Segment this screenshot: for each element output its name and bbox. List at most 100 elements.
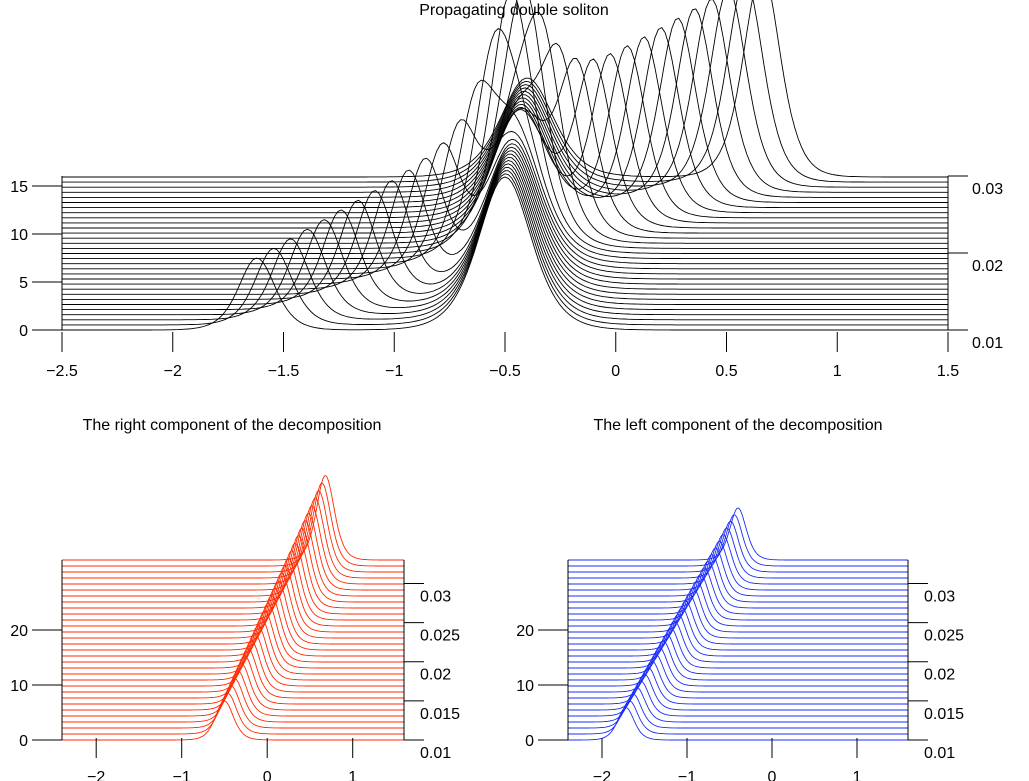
- trace-line: [62, 565, 404, 633]
- trace-line: [62, 474, 404, 561]
- trace-line: [62, 8, 948, 198]
- z-tick-label: 0.015: [420, 706, 460, 723]
- trace-line: [62, 58, 948, 229]
- trace-line: [62, 550, 404, 621]
- trace-line: [568, 554, 908, 603]
- trace-line: [62, 580, 404, 645]
- trace-line: [568, 613, 908, 657]
- trace-line: [568, 680, 908, 717]
- x-tick-label: −1: [385, 363, 403, 380]
- trace-line: [568, 647, 908, 687]
- right-component-title: The right component of the decomposition: [83, 417, 382, 434]
- y-tick-label: 10: [10, 678, 28, 695]
- y-tick-label: 15: [10, 179, 28, 196]
- trace-line: [568, 600, 908, 645]
- trace-line: [62, 633, 404, 687]
- z-tick-label: 0.01: [924, 745, 955, 762]
- trace-line: [62, 557, 404, 627]
- trace-line: [568, 534, 908, 585]
- trace-line: [62, 166, 948, 316]
- z-tick-label: 0.015: [924, 706, 964, 723]
- trace-line: [568, 653, 908, 693]
- trace-line: [62, 693, 404, 735]
- y-tick-label: 10: [10, 227, 28, 244]
- y-tick-label: 0: [525, 733, 534, 750]
- right-component-chart: The right component of the decomposition…: [10, 417, 460, 781]
- trace-line: [62, 53, 948, 224]
- top-axes: 0 5 10 15 −2.5 −2 −1.5 −1 −0.5 0 0.5 1 1.5 0.01 0.02 0.…: [10, 175, 1003, 380]
- trace-line: [568, 640, 908, 681]
- trace-line: [568, 574, 908, 621]
- trace-line: [62, 0, 948, 254]
- trace-line: [62, 595, 404, 657]
- trace-line: [568, 607, 908, 651]
- trace-line: [568, 660, 908, 699]
- trace-line: [62, 156, 948, 300]
- trace-line: [62, 617, 404, 675]
- trace-line: [62, 685, 404, 729]
- trace-line: [568, 687, 908, 723]
- trace-line: [568, 520, 908, 573]
- trace-line: [62, 27, 948, 260]
- trace-line: [62, 497, 404, 579]
- trace-line: [62, 587, 404, 651]
- left-component-chart: The left component of the decomposition …: [516, 417, 964, 781]
- trace-line: [62, 146, 948, 285]
- trace-line: [568, 673, 908, 711]
- x-tick-label: 1: [833, 363, 842, 380]
- trace-line: [62, 0, 948, 249]
- right-component-traces: [62, 474, 404, 741]
- trace-line: [568, 507, 908, 561]
- trace-line: [62, 482, 404, 567]
- trace-line: [62, 0, 948, 178]
- trace-line: [62, 0, 948, 193]
- trace-line: [568, 567, 908, 615]
- trace-line: [62, 505, 404, 585]
- y-tick-label: 5: [19, 275, 28, 292]
- trace-line: [62, 45, 948, 219]
- x-tick-label: 0: [611, 363, 620, 380]
- trace-line: [62, 648, 404, 699]
- trace-line: [568, 620, 908, 663]
- trace-line: [62, 163, 948, 311]
- y-tick-label: 20: [10, 623, 28, 640]
- trace-line: [62, 58, 948, 234]
- z-tick-label: 0.03: [972, 181, 1003, 198]
- trace-line: [568, 594, 908, 639]
- y-tick-label: 20: [516, 623, 534, 640]
- trace-line: [62, 27, 948, 209]
- trace-line: [62, 36, 948, 214]
- trace-line: [62, 170, 948, 321]
- trace-line: [568, 707, 908, 741]
- y-tick-label: 0: [19, 733, 28, 750]
- top-traces: [62, 0, 948, 331]
- trace-line: [568, 667, 908, 705]
- x-tick-label: 1: [348, 769, 357, 781]
- x-tick-label: 0: [263, 769, 272, 781]
- trace-line: [62, 17, 948, 203]
- trace-line: [568, 693, 908, 729]
- x-tick-label: −2: [164, 363, 182, 380]
- trace-line: [62, 572, 404, 639]
- x-tick-label: 0.5: [715, 363, 737, 380]
- z-tick-label: 0.025: [420, 628, 460, 645]
- z-tick-label: 0.02: [924, 667, 955, 684]
- trace-line: [62, 640, 404, 693]
- trace-line: [62, 0, 948, 183]
- trace-line: [568, 587, 908, 633]
- trace-line: [62, 160, 948, 305]
- z-tick-label: 0.02: [420, 667, 451, 684]
- trace-line: [62, 153, 948, 295]
- x-tick-label: −2.5: [46, 363, 78, 380]
- trace-line: [568, 633, 908, 675]
- trace-line: [62, 150, 948, 290]
- trace-line: [62, 42, 948, 239]
- trace-line: [62, 602, 404, 663]
- trace-line: [62, 176, 948, 331]
- y-tick-label: 10: [516, 678, 534, 695]
- trace-line: [568, 547, 908, 597]
- z-tick-label: 0.01: [420, 745, 451, 762]
- trace-line: [62, 610, 404, 669]
